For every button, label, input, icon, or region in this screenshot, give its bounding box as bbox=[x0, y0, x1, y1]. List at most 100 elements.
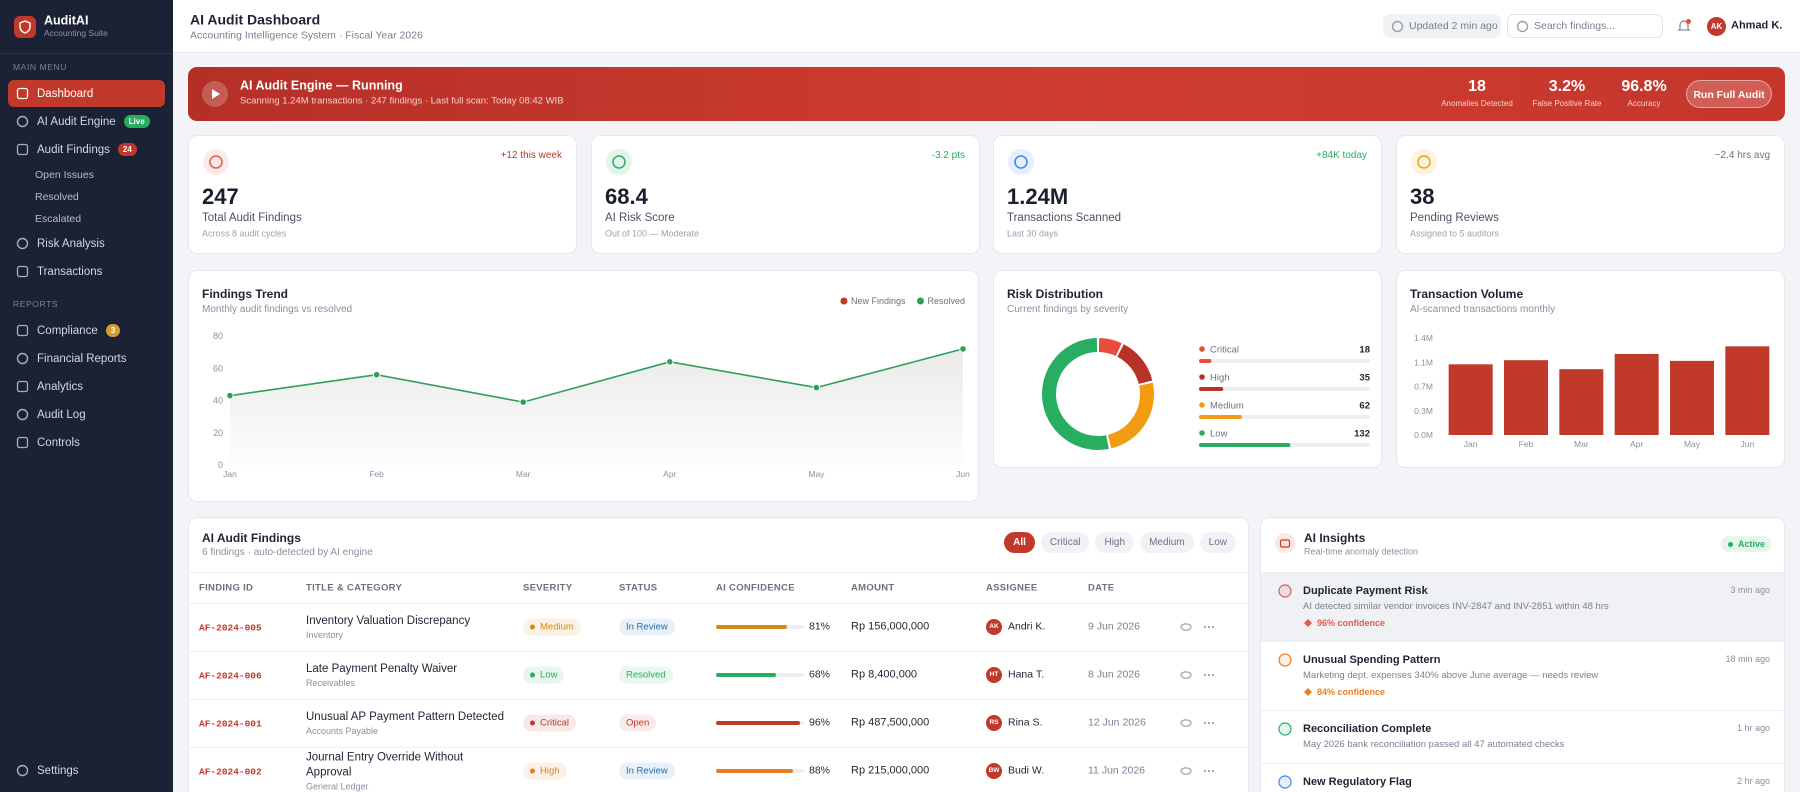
kpi-delta: +12 this week bbox=[500, 150, 562, 161]
legend-swatch bbox=[1199, 374, 1205, 380]
donut-chart: Critical 18 High 35 Medium 62 Low 132 bbox=[1042, 338, 1371, 450]
insight-item[interactable]: New Regulatory Flag 2 hr ago bbox=[1261, 763, 1784, 792]
chart-subtitle: Current findings by severity bbox=[1007, 304, 1129, 315]
nav-item[interactable]: Analytics bbox=[8, 373, 165, 400]
settings[interactable]: Settings bbox=[8, 757, 165, 784]
logo-shield bbox=[19, 20, 31, 34]
sidebar: AuditAI Accounting Suite MAIN MENU Dashboar… bbox=[0, 0, 173, 792]
kpi-icon-ring bbox=[612, 155, 626, 169]
kpi-card: 247 Total Audit Findings Across 8 audit cy… bbox=[188, 135, 577, 254]
nav-label: Analytics bbox=[37, 380, 84, 393]
nav-item[interactable]: Audit Log bbox=[8, 401, 165, 428]
filter-chip[interactable]: All bbox=[1004, 532, 1035, 553]
donut-segment bbox=[1042, 338, 1109, 450]
nav-item[interactable]: Transactions bbox=[8, 258, 165, 285]
icon-shape bbox=[16, 265, 29, 278]
y-tick-label: 1.4M bbox=[1414, 333, 1433, 343]
icon-ring bbox=[1278, 722, 1292, 736]
kpi-icon bbox=[1008, 149, 1034, 175]
amount: Rp 8,400,000 bbox=[851, 668, 918, 681]
more-action bbox=[1207, 673, 1211, 677]
data-point bbox=[666, 358, 674, 366]
more-action bbox=[1203, 625, 1207, 629]
status-label: Active bbox=[1737, 539, 1765, 549]
view-action bbox=[1180, 719, 1192, 727]
run-audit-button[interactable]: Run Full Audit bbox=[1686, 80, 1772, 108]
banner-subtitle: Scanning 1.24M transactions · 247 findin… bbox=[240, 95, 564, 107]
nav-label: Transactions bbox=[37, 265, 103, 278]
nav-item[interactable]: AI Audit Engine Live bbox=[8, 108, 165, 135]
icon-shape bbox=[16, 115, 29, 128]
nav-item[interactable]: Financial Reports bbox=[8, 345, 165, 372]
nav-item[interactable]: Controls bbox=[8, 429, 165, 456]
nav-subitem[interactable]: Resolved bbox=[35, 191, 79, 203]
finding-category: Receivables bbox=[306, 677, 356, 688]
brand-name: AuditAI bbox=[44, 13, 89, 28]
icon bbox=[16, 265, 29, 278]
icon bbox=[16, 324, 29, 337]
x-tick-label: Jun bbox=[956, 469, 970, 479]
bar bbox=[1448, 364, 1493, 435]
insight-item[interactable]: Unusual Spending Pattern Marketing dept. … bbox=[1261, 641, 1784, 710]
table-subtitle: 6 findings · auto-detected by AI engine bbox=[202, 547, 373, 558]
assignee-name: Budi W. bbox=[1008, 764, 1045, 777]
column-header: FINDING ID bbox=[199, 582, 254, 594]
icon-ring bbox=[1278, 775, 1292, 789]
assignee-avatar: HT bbox=[986, 667, 1002, 683]
status-badge: In Review bbox=[619, 618, 675, 636]
nav-subitem[interactable]: Escalated bbox=[35, 213, 82, 225]
severity-badge: Critical bbox=[523, 714, 577, 732]
icon bbox=[16, 408, 29, 421]
nav-item[interactable]: Risk Analysis bbox=[8, 230, 165, 257]
insight-text: Marketing dept. expenses 340% above June… bbox=[1303, 670, 1599, 681]
nav-item[interactable]: Compliance 3 bbox=[8, 317, 165, 344]
insight-item[interactable]: Reconciliation Complete May 2026 bank rec… bbox=[1261, 710, 1784, 763]
kpi-delta: +84K today bbox=[1316, 150, 1367, 161]
icon-shape bbox=[16, 764, 29, 777]
icon-bg bbox=[1275, 533, 1295, 553]
insight-time: 2 hr ago bbox=[1736, 776, 1770, 786]
search-box[interactable]: Search findings... bbox=[1507, 14, 1663, 38]
legend-value: 35 bbox=[1359, 373, 1370, 384]
filter-chip[interactable]: High bbox=[1095, 532, 1135, 553]
bar bbox=[1670, 360, 1714, 435]
kpi-icon-bg bbox=[1008, 149, 1034, 175]
divider bbox=[189, 603, 1248, 604]
filter-chip[interactable]: Critical bbox=[1040, 532, 1090, 553]
finding-category: General Ledger bbox=[306, 781, 369, 792]
confidence-icon bbox=[1304, 688, 1312, 696]
finding-id: AF-2024-001 bbox=[199, 718, 262, 730]
confidence-text: 84% confidence bbox=[1317, 687, 1386, 697]
icon bbox=[16, 436, 29, 449]
play-triangle bbox=[212, 89, 220, 99]
x-tick-label: Jan bbox=[1464, 439, 1478, 449]
filter-chip[interactable]: Medium bbox=[1140, 532, 1194, 553]
column-header: TITLE & CATEGORY bbox=[306, 582, 403, 594]
chart-title: Transaction Volume bbox=[1410, 286, 1524, 301]
data-point bbox=[812, 383, 821, 392]
title-block: Unusual AP Payment Pattern Detected Accou… bbox=[306, 710, 511, 736]
amount: Rp 215,000,000 bbox=[851, 764, 930, 777]
row-divider bbox=[189, 747, 1248, 748]
nav-item[interactable]: Audit Findings 24 bbox=[8, 136, 165, 163]
settings-label: Settings bbox=[37, 764, 79, 777]
insight-text: May 2026 bank reconciliation passed all … bbox=[1303, 739, 1565, 750]
updated-indicator: Updated 2 min ago bbox=[1383, 14, 1501, 38]
icon-shape bbox=[1391, 20, 1404, 32]
finding-title: Unusual AP Payment Pattern Detected bbox=[306, 711, 504, 724]
finding-title: Late Payment Penalty Waiver bbox=[306, 663, 458, 676]
bar bbox=[1504, 360, 1548, 435]
y-tick-label: 0 bbox=[218, 460, 223, 470]
data-point bbox=[372, 370, 381, 379]
share-bar bbox=[1199, 415, 1242, 419]
nav-item[interactable]: Dashboard bbox=[8, 80, 165, 107]
findings-trend-card: Findings Trend Monthly audit findings vs … bbox=[188, 270, 979, 502]
row-actions bbox=[1180, 767, 1215, 775]
row-actions bbox=[1180, 671, 1215, 679]
confidence-label: 81% bbox=[809, 620, 831, 633]
date: 8 Jun 2026 bbox=[1088, 668, 1140, 681]
section-label: MAIN MENU bbox=[13, 62, 68, 72]
filter-chip[interactable]: Low bbox=[1199, 532, 1236, 553]
nav-subitem[interactable]: Open Issues bbox=[35, 169, 94, 181]
insight-item[interactable]: Duplicate Payment Risk AI detected simila… bbox=[1261, 572, 1784, 641]
